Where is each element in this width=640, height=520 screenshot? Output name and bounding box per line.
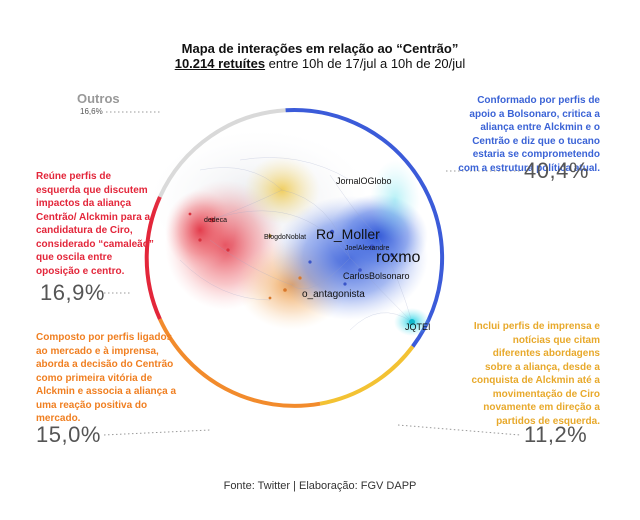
chart-title: Mapa de interações em relação ao “Centrã… [181, 41, 459, 56]
ring-yellow [319, 345, 415, 406]
ring-orange [158, 318, 321, 408]
outros-label: Outros [77, 91, 120, 106]
yellow-value: 11,2% [524, 422, 588, 447]
node-joelalexandre: JoelAlexandre [345, 245, 389, 252]
ring-blue [285, 107, 445, 348]
node-dedeca: dedeca [204, 217, 227, 224]
orange-value: 15,0% [36, 422, 101, 447]
node-blogdonoblat: BlogdoNoblat [264, 234, 306, 241]
outros-value: 16,6% [80, 107, 103, 116]
yellow-description: Inclui perfis de imprensa e notícias que… [471, 321, 600, 427]
red-description: Reúne perfis de esquerda que discutem im… [36, 171, 154, 277]
date-range: entre 10h de 17/jul a 10h de 20/jul [265, 56, 466, 71]
footer-source: Fonte: Twitter | Elaboração: FGV DAPP [223, 480, 417, 492]
orange-description: Composto por perfis ligados ao mercado e… [36, 332, 177, 424]
leader-orange [103, 429, 211, 436]
node-jornaloglobo: JornalOGlobo [336, 176, 392, 186]
node-jqtei: JQTEI [405, 322, 431, 332]
chart-subtitle: 10.214 retuítes entre 10h de 17/jul a 10… [0, 56, 640, 71]
blue-description: Conformado por perfis de apoio a Bolsona… [458, 95, 600, 174]
leader-yellow [397, 424, 521, 436]
node-roxmo: roxmo [376, 249, 421, 266]
network-graph [150, 130, 430, 336]
blue-value: 40,4% [524, 158, 589, 183]
retweet-count: 10.214 retuítes [174, 56, 266, 71]
node-carlosbolsonaro: CarlosBolsonaro [343, 271, 410, 281]
node-ro-moller: Ro_Moller [316, 226, 380, 242]
node-o-antagonista: o_antagonista [302, 289, 365, 300]
red-value: 16,9% [40, 280, 105, 305]
